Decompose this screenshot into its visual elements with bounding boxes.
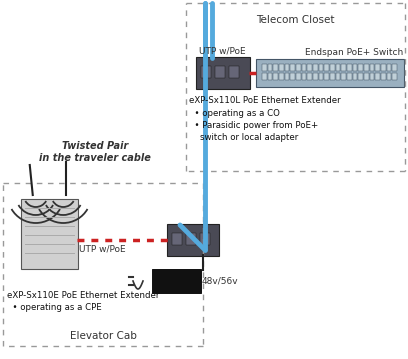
FancyBboxPatch shape	[353, 73, 357, 80]
FancyBboxPatch shape	[296, 64, 301, 71]
Text: eXP-Sx110E PoE Ethernet Extender
  • operating as a CPE: eXP-Sx110E PoE Ethernet Extender • opera…	[7, 291, 160, 312]
FancyBboxPatch shape	[167, 224, 219, 256]
FancyBboxPatch shape	[307, 64, 312, 71]
FancyBboxPatch shape	[375, 64, 380, 71]
FancyBboxPatch shape	[341, 73, 346, 80]
FancyBboxPatch shape	[370, 73, 374, 80]
FancyBboxPatch shape	[186, 233, 196, 245]
FancyBboxPatch shape	[279, 73, 284, 80]
FancyBboxPatch shape	[302, 73, 306, 80]
FancyBboxPatch shape	[392, 64, 397, 71]
FancyBboxPatch shape	[330, 64, 335, 71]
FancyBboxPatch shape	[313, 73, 318, 80]
Text: UTP w/PoE: UTP w/PoE	[79, 244, 126, 253]
FancyBboxPatch shape	[262, 73, 267, 80]
FancyBboxPatch shape	[330, 73, 335, 80]
FancyBboxPatch shape	[364, 73, 369, 80]
FancyBboxPatch shape	[387, 73, 391, 80]
FancyBboxPatch shape	[392, 73, 397, 80]
FancyBboxPatch shape	[268, 73, 272, 80]
FancyBboxPatch shape	[200, 233, 210, 245]
FancyBboxPatch shape	[152, 269, 201, 293]
FancyBboxPatch shape	[319, 73, 323, 80]
FancyBboxPatch shape	[358, 73, 363, 80]
Text: UTP w/PoE: UTP w/PoE	[199, 46, 246, 55]
FancyBboxPatch shape	[313, 64, 318, 71]
FancyBboxPatch shape	[381, 73, 386, 80]
FancyBboxPatch shape	[196, 57, 250, 89]
FancyBboxPatch shape	[387, 64, 391, 71]
FancyBboxPatch shape	[324, 64, 329, 71]
FancyBboxPatch shape	[353, 64, 357, 71]
FancyBboxPatch shape	[21, 199, 78, 269]
FancyBboxPatch shape	[262, 64, 267, 71]
FancyBboxPatch shape	[290, 73, 295, 80]
FancyBboxPatch shape	[347, 64, 352, 71]
FancyBboxPatch shape	[319, 64, 323, 71]
FancyBboxPatch shape	[336, 73, 340, 80]
FancyBboxPatch shape	[370, 64, 374, 71]
FancyBboxPatch shape	[201, 66, 211, 78]
FancyBboxPatch shape	[229, 66, 239, 78]
FancyBboxPatch shape	[285, 73, 289, 80]
Text: Twisted Pair
in the traveler cable: Twisted Pair in the traveler cable	[39, 141, 151, 163]
FancyBboxPatch shape	[279, 64, 284, 71]
FancyBboxPatch shape	[375, 73, 380, 80]
Text: Endspan PoE+ Switch: Endspan PoE+ Switch	[305, 48, 403, 57]
FancyBboxPatch shape	[302, 64, 306, 71]
FancyBboxPatch shape	[324, 73, 329, 80]
FancyBboxPatch shape	[290, 64, 295, 71]
Text: eXP-Sx110L PoE Ethernet Extender
  • operating as a CO
  • Parasidic power from : eXP-Sx110L PoE Ethernet Extender • opera…	[189, 96, 341, 143]
FancyBboxPatch shape	[307, 73, 312, 80]
FancyBboxPatch shape	[341, 64, 346, 71]
FancyBboxPatch shape	[268, 64, 272, 71]
FancyBboxPatch shape	[358, 64, 363, 71]
FancyBboxPatch shape	[347, 73, 352, 80]
FancyBboxPatch shape	[215, 66, 225, 78]
FancyBboxPatch shape	[336, 64, 340, 71]
FancyBboxPatch shape	[296, 73, 301, 80]
Text: 48v/56v: 48v/56v	[202, 276, 239, 285]
FancyBboxPatch shape	[273, 64, 278, 71]
FancyBboxPatch shape	[364, 64, 369, 71]
FancyBboxPatch shape	[285, 64, 289, 71]
FancyBboxPatch shape	[381, 64, 386, 71]
Text: Telecom Closet: Telecom Closet	[256, 15, 335, 25]
FancyBboxPatch shape	[273, 73, 278, 80]
FancyBboxPatch shape	[172, 233, 182, 245]
Text: Elevator Cab: Elevator Cab	[69, 331, 136, 341]
FancyBboxPatch shape	[256, 59, 404, 87]
